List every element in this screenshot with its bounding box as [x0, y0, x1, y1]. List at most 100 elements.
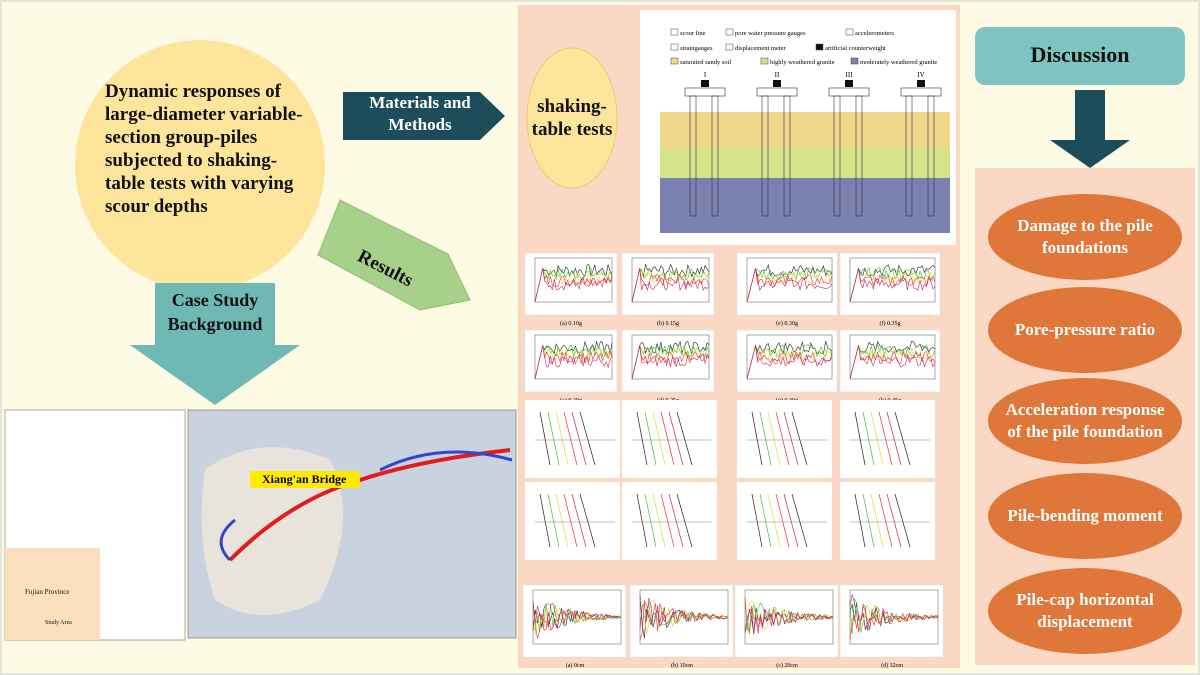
profile-line — [547, 493, 560, 548]
profile-line — [854, 411, 866, 466]
legend-label: saturated sandy soil — [680, 59, 731, 66]
profile-line — [555, 411, 569, 466]
profile-line — [539, 411, 551, 466]
thumb — [522, 584, 627, 658]
thumb-line — [746, 345, 833, 380]
thumb-line — [639, 595, 729, 639]
thumb-line — [534, 268, 613, 303]
legend-swatch — [725, 43, 734, 51]
discussion-item — [988, 473, 1182, 559]
discussion-text: Pore-pressure ratio — [1014, 320, 1156, 339]
profile-thumb — [622, 400, 717, 478]
profile-line — [791, 493, 808, 548]
thumb-axes — [849, 257, 936, 303]
discussion-item — [988, 568, 1182, 654]
thumb-line — [849, 268, 936, 303]
background-arrow — [130, 283, 300, 405]
profile-line — [894, 493, 911, 548]
thumb-line — [631, 344, 710, 380]
thumb-line — [849, 605, 939, 640]
thumb-axes — [532, 589, 622, 645]
bridge-label-bg — [250, 471, 360, 488]
profile-line — [870, 493, 884, 548]
profile-line — [547, 411, 560, 466]
island — [201, 447, 343, 615]
title-circle — [75, 40, 325, 290]
legend-swatch — [815, 43, 824, 51]
pile-cap — [900, 87, 942, 97]
bridge-label: Xiang'an Bridge — [262, 472, 347, 486]
profile-line — [751, 411, 763, 466]
profile-line — [660, 493, 675, 548]
thumb-line — [631, 267, 709, 303]
route — [219, 450, 513, 562]
profile-line — [886, 493, 902, 548]
profile-thumb — [622, 482, 717, 560]
profile-line — [759, 493, 772, 548]
pile — [711, 95, 719, 217]
granite-layer — [660, 148, 950, 178]
profile-line — [751, 493, 763, 548]
legend-label: pore water pressure gauges — [735, 30, 806, 37]
legend-label: straingauges — [680, 45, 713, 52]
pile — [927, 95, 935, 217]
pile-label: IV — [917, 71, 924, 79]
thumb — [524, 329, 618, 393]
discussion-title: Discussion — [1030, 42, 1130, 67]
legend-label: accelerometers — [855, 30, 894, 37]
profile-line — [636, 493, 648, 548]
profile-line — [676, 493, 693, 548]
profile-line — [894, 411, 911, 466]
profile-line — [775, 493, 790, 548]
pile — [905, 95, 913, 217]
profile-line — [644, 493, 657, 548]
pore-caption: (a) 0.10g — [560, 320, 582, 327]
discussion-text: Pile-bending moment — [1007, 506, 1163, 525]
thumb-line — [534, 344, 613, 380]
legend-label: highly weathered granite — [770, 59, 835, 66]
province-map — [5, 548, 100, 640]
profile-line — [878, 411, 893, 466]
profile-line — [783, 493, 799, 548]
thumb-line — [746, 268, 833, 303]
legend-swatch — [725, 28, 734, 36]
profile-line — [571, 411, 587, 466]
pile-cap — [684, 87, 726, 97]
legend-swatch — [850, 57, 859, 65]
disp-caption: (b) 10cm — [671, 662, 693, 669]
thumb-line — [746, 268, 833, 303]
profile-line — [660, 411, 675, 466]
thumb-line — [849, 345, 936, 380]
thumb-line — [639, 597, 729, 630]
profile-line — [767, 493, 781, 548]
thumb-line — [534, 345, 613, 380]
thumb — [629, 584, 734, 658]
thumb-line — [631, 345, 710, 380]
thumb-axes — [746, 334, 833, 380]
discussion-item — [988, 378, 1182, 464]
discussion-text: Pile-cap horizontal displacement — [1016, 590, 1154, 631]
profile-line — [636, 411, 648, 466]
thumb-line — [746, 263, 833, 303]
pile-label: I — [704, 71, 707, 79]
profile-line — [783, 411, 799, 466]
discussion-text: Acceleration response of the pile founda… — [1005, 400, 1165, 441]
thumb-line — [849, 344, 936, 380]
legend-swatch — [760, 57, 769, 65]
counterweight — [773, 80, 781, 87]
pile — [833, 95, 841, 217]
discussion-arrow — [1050, 90, 1130, 168]
profile-line — [775, 411, 790, 466]
counterweight — [845, 80, 853, 87]
thumb-line — [639, 599, 729, 636]
discussion-text: Damage to the pile foundations — [1017, 216, 1153, 257]
thumb-axes — [849, 589, 939, 645]
thumb-line — [849, 266, 936, 303]
legend-swatch — [670, 28, 679, 36]
thumb-line — [631, 345, 710, 380]
profile-line — [676, 411, 693, 466]
methods-label: Materials and Methods — [369, 93, 471, 134]
pile — [855, 95, 863, 217]
